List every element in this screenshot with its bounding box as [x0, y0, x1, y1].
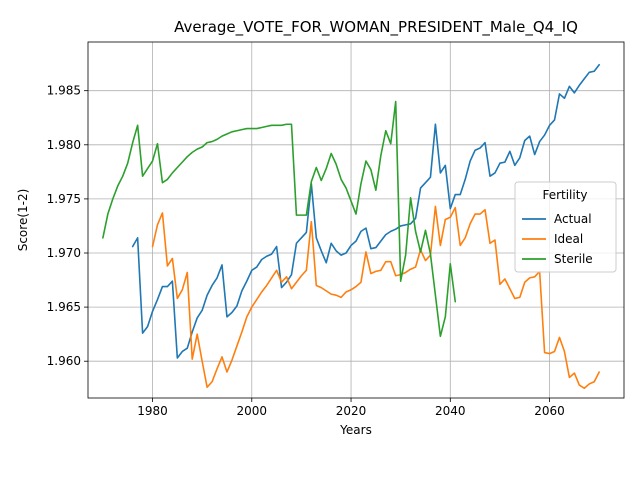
plot-frame [87, 41, 625, 399]
x-tick-label: 2000 [237, 404, 268, 418]
y-tick-label: 1.965 [47, 300, 81, 314]
y-tick-label: 1.980 [47, 138, 81, 152]
legend: Fertility Actual Ideal Sterile [514, 181, 617, 273]
legend-title: Fertility [542, 188, 587, 202]
y-tick-label: 1.975 [47, 192, 81, 206]
y-tick-label: 1.970 [47, 246, 81, 260]
y-tick-label: 1.985 [47, 84, 81, 98]
series-line-ideal [151, 205, 600, 390]
series-line-sterile [102, 100, 457, 338]
y-tick-label: 1.960 [47, 354, 81, 368]
x-axis-label: Years [339, 423, 372, 437]
x-tick-label: 2060 [534, 404, 565, 418]
legend-label-ideal: Ideal [554, 232, 583, 246]
legend-label-actual: Actual [554, 212, 592, 226]
x-axis-ticks: 1980 2000 2020 2040 2060 [137, 398, 565, 418]
x-tick-label: 2040 [435, 404, 466, 418]
y-axis-label: Score(1-2) [16, 189, 30, 252]
series-layer [102, 63, 600, 390]
y-axis-ticks: 1.960 1.965 1.970 1.975 1.980 1.985 [47, 84, 88, 368]
legend-box [514, 181, 617, 273]
series-line-actual [131, 63, 600, 359]
legend-label-sterile: Sterile [554, 252, 593, 266]
x-tick-label: 1980 [137, 404, 168, 418]
x-tick-label: 2020 [336, 404, 367, 418]
chart-title: Average_VOTE_FOR_WOMAN_PRESIDENT_Male_Q4… [174, 18, 578, 37]
